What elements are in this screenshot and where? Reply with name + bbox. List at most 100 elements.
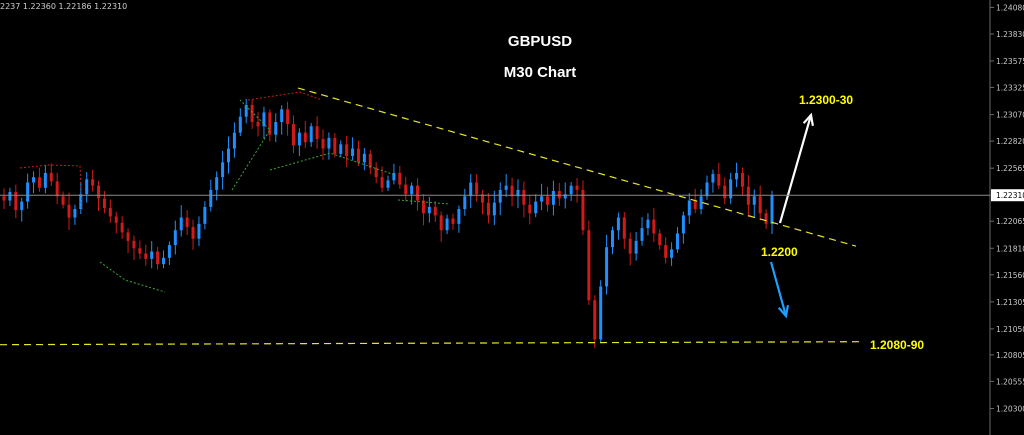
candle-body: [386, 180, 390, 188]
y-tick-label: 1.22065: [996, 217, 1024, 226]
y-tick-label: 1.24080: [996, 3, 1024, 12]
candle-body: [758, 196, 762, 214]
candle-body: [351, 148, 355, 156]
y-tick-label: 1.21305: [996, 298, 1024, 307]
candle-body: [197, 223, 201, 239]
candle: [185, 210, 189, 235]
candle-body: [8, 192, 12, 201]
candle-body: [215, 177, 219, 190]
candle-body: [551, 190, 555, 205]
candle-body: [297, 132, 301, 146]
candle-body: [740, 172, 744, 187]
candle: [616, 212, 620, 240]
y-tick-label: 1.20555: [996, 377, 1024, 386]
candle-body: [67, 204, 71, 218]
candle-body: [610, 230, 614, 248]
candle-body: [693, 200, 697, 210]
candle: [746, 175, 750, 218]
candle-body: [73, 209, 77, 218]
candle: [91, 169, 95, 192]
candle: [605, 234, 609, 295]
candle-body: [616, 217, 620, 231]
candle: [339, 140, 343, 158]
candle-body: [55, 181, 59, 197]
candle-body: [711, 174, 715, 183]
candle: [61, 191, 65, 209]
candle-body: [32, 177, 36, 183]
candle: [362, 147, 366, 171]
down-arrow-shaft: [769, 261, 788, 317]
candle: [687, 192, 691, 224]
candle-body: [622, 217, 626, 239]
candle: [132, 235, 136, 260]
candle-body: [315, 126, 319, 139]
drawn-lines-layer: [0, 87, 863, 346]
candle-body: [362, 153, 366, 163]
candle: [221, 150, 225, 190]
candle: [108, 199, 112, 223]
candle-body: [404, 184, 408, 195]
pattern-overlay: [397, 199, 451, 205]
annotation-resistance-target: 1.2300-30: [799, 93, 854, 107]
candle: [640, 216, 644, 246]
candle: [658, 229, 662, 250]
chart-title-timeframe: M30 Chart: [503, 64, 577, 81]
candle: [102, 190, 106, 214]
candle-body: [309, 126, 313, 143]
y-tick-label: 1.20805: [996, 351, 1024, 360]
candle: [14, 184, 18, 219]
candle-body: [469, 182, 473, 197]
candle-body: [475, 182, 479, 195]
down-arrow-head: [777, 304, 790, 319]
candle-body: [345, 144, 349, 156]
candle-body: [457, 209, 461, 224]
candles-layer: [2, 98, 774, 348]
candle: [628, 232, 632, 266]
candle: [315, 116, 319, 149]
candle: [144, 244, 148, 266]
candle: [345, 135, 349, 168]
candle: [433, 201, 437, 222]
candle-body: [675, 233, 679, 250]
up-arrow: [778, 112, 814, 224]
candle-body: [658, 233, 662, 246]
candle-body: [546, 196, 550, 205]
candle: [457, 205, 461, 233]
current-price-label-bg: [991, 189, 1024, 202]
candle: [244, 98, 248, 124]
candle-body: [723, 185, 727, 199]
candle-body: [97, 185, 101, 199]
candle: [551, 180, 555, 216]
candle: [114, 211, 118, 234]
candle-body: [327, 137, 331, 149]
candle-body: [652, 219, 656, 234]
candle-body: [232, 132, 236, 149]
candle: [256, 112, 260, 137]
candle-body: [91, 179, 95, 186]
candle-body: [102, 198, 106, 208]
candle-body: [492, 202, 496, 216]
candle: [2, 188, 6, 210]
candle-body: [528, 204, 532, 214]
candle-body: [463, 196, 467, 210]
down-arrow: [769, 261, 790, 319]
candle: [162, 250, 166, 269]
candle: [557, 182, 561, 206]
candle: [481, 189, 485, 215]
candle-body: [291, 124, 295, 146]
candle-body: [185, 217, 189, 228]
candle-body: [439, 215, 443, 231]
candle: [37, 167, 41, 192]
candle-body: [416, 185, 420, 201]
ohlc-readout: 2237 1.22360 1.22186 1.22310: [0, 2, 128, 11]
candle-body: [705, 182, 709, 197]
candle: [351, 137, 355, 161]
candle-body: [640, 228, 644, 241]
up-arrow-head: [802, 112, 814, 127]
candle: [416, 178, 420, 211]
candle-body: [356, 148, 360, 163]
candle: [758, 185, 762, 221]
candle: [386, 175, 390, 191]
candle: [634, 231, 638, 261]
